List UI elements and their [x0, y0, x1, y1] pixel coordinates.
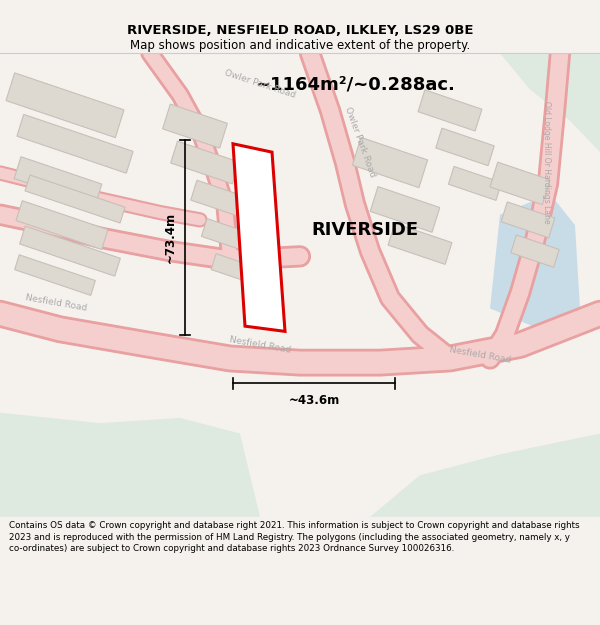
Polygon shape	[20, 226, 121, 276]
Text: Owler Park Road: Owler Park Road	[223, 69, 296, 100]
Text: Contains OS data © Crown copyright and database right 2021. This information is : Contains OS data © Crown copyright and d…	[9, 521, 580, 554]
Polygon shape	[370, 434, 600, 517]
Polygon shape	[490, 194, 580, 329]
Text: ~1164m²/~0.288ac.: ~1164m²/~0.288ac.	[255, 76, 455, 93]
Polygon shape	[6, 73, 124, 138]
Polygon shape	[511, 235, 559, 268]
Text: RIVERSIDE, NESFIELD ROAD, ILKLEY, LS29 0BE: RIVERSIDE, NESFIELD ROAD, ILKLEY, LS29 0…	[127, 24, 473, 36]
Text: ~73.4m: ~73.4m	[164, 211, 177, 262]
Polygon shape	[500, 53, 600, 152]
Polygon shape	[233, 144, 285, 331]
Text: Nesfield Road: Nesfield Road	[449, 346, 511, 365]
Polygon shape	[211, 254, 259, 284]
Polygon shape	[170, 141, 239, 184]
Polygon shape	[16, 201, 108, 249]
Polygon shape	[370, 187, 440, 232]
Polygon shape	[436, 128, 494, 166]
Polygon shape	[0, 412, 260, 517]
Text: Nesfield Road: Nesfield Road	[25, 293, 88, 313]
Polygon shape	[490, 162, 550, 204]
Text: RIVERSIDE: RIVERSIDE	[311, 221, 419, 239]
Text: ~43.6m: ~43.6m	[289, 394, 340, 407]
Polygon shape	[191, 180, 249, 218]
Polygon shape	[388, 223, 452, 264]
Polygon shape	[14, 255, 95, 296]
Text: Owler Park Road: Owler Park Road	[343, 105, 377, 178]
Text: Old Lodge Hill Or Hardings Lane: Old Lodge Hill Or Hardings Lane	[542, 101, 551, 224]
Polygon shape	[17, 114, 133, 173]
Polygon shape	[25, 175, 125, 223]
Polygon shape	[418, 90, 482, 131]
Text: Map shows position and indicative extent of the property.: Map shows position and indicative extent…	[130, 39, 470, 51]
Polygon shape	[202, 219, 254, 253]
Polygon shape	[448, 166, 502, 201]
Polygon shape	[163, 104, 227, 148]
Polygon shape	[352, 138, 428, 188]
Polygon shape	[501, 202, 555, 238]
Polygon shape	[14, 157, 102, 206]
Text: Nesfield Road: Nesfield Road	[229, 335, 292, 355]
